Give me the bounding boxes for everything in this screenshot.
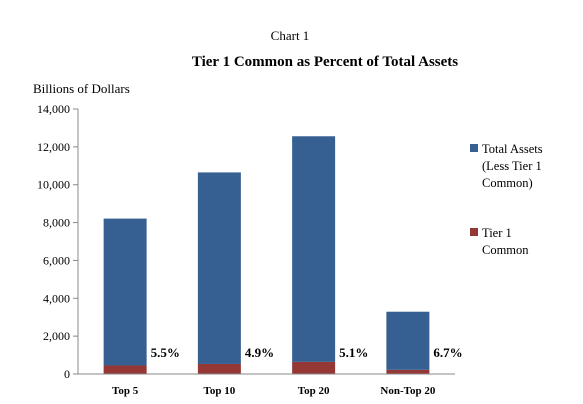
chart-title: Tier 1 Common as Percent of Total Assets	[192, 54, 458, 70]
bar-tier1-common	[386, 369, 430, 374]
legend-label: Common)	[482, 176, 533, 190]
bar-tier1-common	[197, 363, 241, 374]
bar-total-assets	[386, 311, 430, 370]
data-label: 5.5%	[151, 345, 180, 360]
bar-tier1-common	[292, 361, 336, 374]
legend-swatch-tier1-common	[470, 228, 478, 236]
y-tick-label: 0	[64, 367, 70, 381]
y-tick-label: 2,000	[43, 329, 70, 343]
legend-label: Tier 1	[482, 226, 512, 240]
legend-swatch-total-assets	[470, 144, 478, 152]
legend: Total Assets (Less Tier 1 Common) Tier 1 Com…	[470, 142, 543, 257]
y-tick-label: 10,000	[37, 178, 70, 192]
data-label: 4.9%	[245, 345, 274, 360]
y-tick-label: 12,000	[37, 140, 70, 154]
bars-group: 5.5% 4.9% 5.1% 6.7%	[103, 136, 463, 374]
x-tick-label: Top 10	[204, 385, 236, 397]
data-label: 5.1%	[339, 345, 368, 360]
y-tick-label: 4,000	[43, 291, 70, 305]
data-label: 6.7%	[433, 345, 462, 360]
y-axis-label: Billions of Dollars	[33, 81, 130, 96]
x-axis: Top 5 Top 10 Top 20 Non-Top 20	[78, 373, 455, 397]
y-tick-label: 8,000	[43, 216, 70, 230]
legend-label: Common	[482, 243, 529, 257]
bar-total-assets	[292, 136, 336, 362]
y-tick-label: 6,000	[43, 253, 70, 267]
x-tick-label: Top 20	[298, 385, 330, 397]
y-tick-label: 14,000	[37, 102, 70, 116]
legend-label: Total Assets	[482, 142, 543, 156]
y-axis: 0 2,000 4,000 6,000 8,000 10,000 12,000 14,000	[37, 102, 79, 381]
x-tick-label: Top 5	[112, 385, 139, 397]
chart-supertitle: Chart 1	[271, 28, 310, 43]
x-tick-label: Non-Top 20	[380, 385, 435, 397]
bar-total-assets	[103, 218, 147, 366]
legend-label: (Less Tier 1	[482, 159, 542, 173]
bar-total-assets	[197, 172, 241, 364]
bar-tier1-common	[103, 365, 147, 374]
